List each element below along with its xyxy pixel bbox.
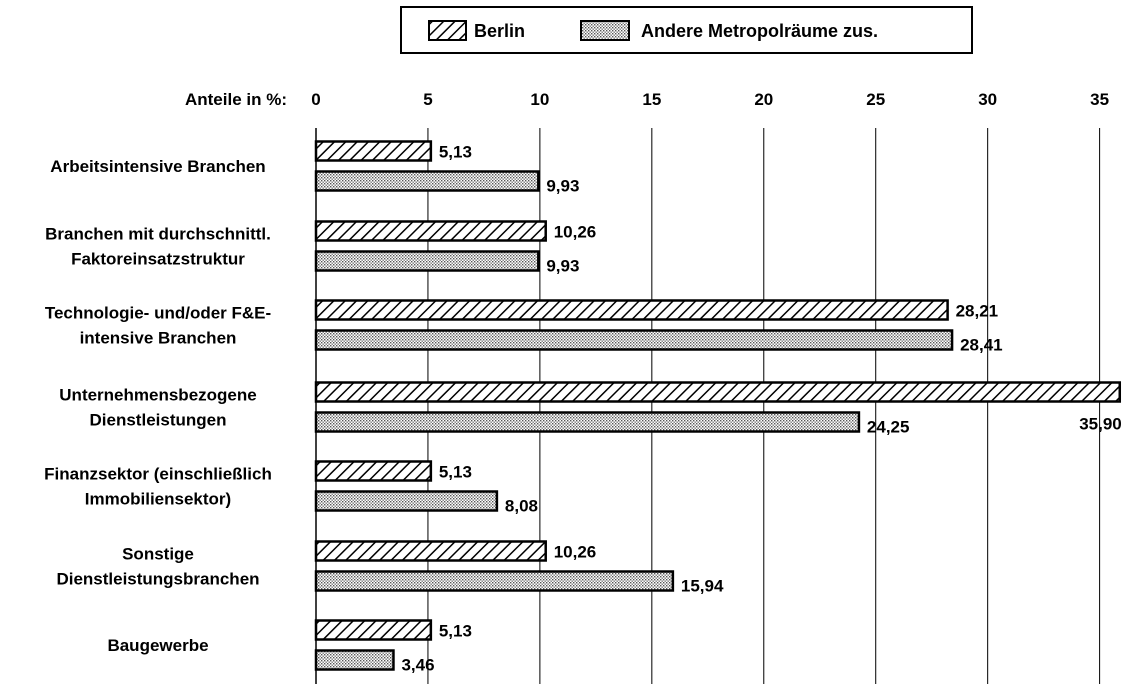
gridlines	[315, 128, 1101, 684]
legend-label-berlin: Berlin	[474, 21, 525, 41]
bar-berlin	[314, 140, 433, 162]
legend-box	[400, 6, 973, 54]
tick-label-35: 35	[1090, 90, 1109, 109]
bar-andere	[314, 570, 675, 592]
value-label-andere: 9,93	[546, 177, 579, 196]
category-label: Branchen mit durchschnittl.	[45, 225, 271, 244]
value-label-andere: 28,41	[960, 336, 1003, 355]
category-label: Unternehmensbezogene	[59, 386, 256, 405]
category-label: Faktoreinsatzstruktur	[71, 250, 245, 269]
legend: Berlin Andere Metropolräume zus.	[400, 6, 973, 54]
legend-label-andere: Andere Metropolräume zus.	[641, 21, 878, 41]
category-label: Dienstleistungen	[90, 411, 227, 430]
bar-berlin	[314, 299, 949, 321]
value-label-andere: 8,08	[505, 497, 538, 516]
value-label-andere: 15,94	[681, 577, 724, 596]
value-label-andere: 3,46	[401, 656, 434, 675]
value-label-berlin: 5,13	[439, 622, 472, 641]
bars	[314, 140, 1122, 671]
axis-title: Anteile in %:	[185, 90, 287, 109]
category-label: Sonstige	[122, 545, 194, 564]
tick-labels: 0 5 10 15 20 25 30 35	[311, 90, 1109, 109]
tick-label-5: 5	[423, 90, 432, 109]
value-label-berlin: 28,21	[956, 302, 999, 321]
legend-swatch-andere	[580, 20, 630, 41]
bar-andere	[314, 250, 540, 272]
tick-label-10: 10	[530, 90, 549, 109]
tick-label-15: 15	[642, 90, 661, 109]
category-labels: Arbeitsintensive Branchen Branchen mit du…	[44, 157, 272, 655]
category-label: Dienstleistungsbranchen	[56, 570, 259, 589]
bar-andere	[314, 490, 499, 512]
bar-berlin	[314, 540, 547, 562]
legend-swatch-berlin	[428, 20, 467, 41]
value-label-berlin: 10,26	[554, 543, 597, 562]
category-label: intensive Branchen	[80, 329, 237, 348]
bar-andere	[314, 649, 395, 671]
category-label: Finanzsektor (einschließlich	[44, 465, 272, 484]
tick-label-30: 30	[978, 90, 997, 109]
tick-label-0: 0	[311, 90, 320, 109]
category-label: Arbeitsintensive Branchen	[50, 157, 265, 176]
bar-berlin	[314, 220, 547, 242]
value-label-andere: 24,25	[867, 418, 910, 437]
category-label: Technologie- und/oder F&E-	[45, 304, 271, 323]
tick-label-25: 25	[866, 90, 885, 109]
value-label-berlin: 10,26	[554, 223, 597, 242]
value-label-berlin: 35,90	[1079, 415, 1122, 434]
value-label-berlin: 5,13	[439, 463, 472, 482]
value-labels: 5,13 9,93 10,26 9,93 28,21 28,41 35,90 24,25 5,1…	[401, 143, 1121, 675]
tick-label-20: 20	[754, 90, 773, 109]
bar-andere	[314, 411, 861, 433]
category-label: Baugewerbe	[107, 636, 208, 655]
bar-andere	[314, 329, 954, 351]
bar-berlin	[314, 619, 433, 641]
bar-andere	[314, 170, 540, 192]
category-label: Immobiliensektor)	[85, 490, 231, 509]
bar-berlin	[314, 460, 433, 482]
value-label-berlin: 5,13	[439, 143, 472, 162]
bar-berlin	[314, 381, 1122, 403]
value-label-andere: 9,93	[546, 257, 579, 276]
